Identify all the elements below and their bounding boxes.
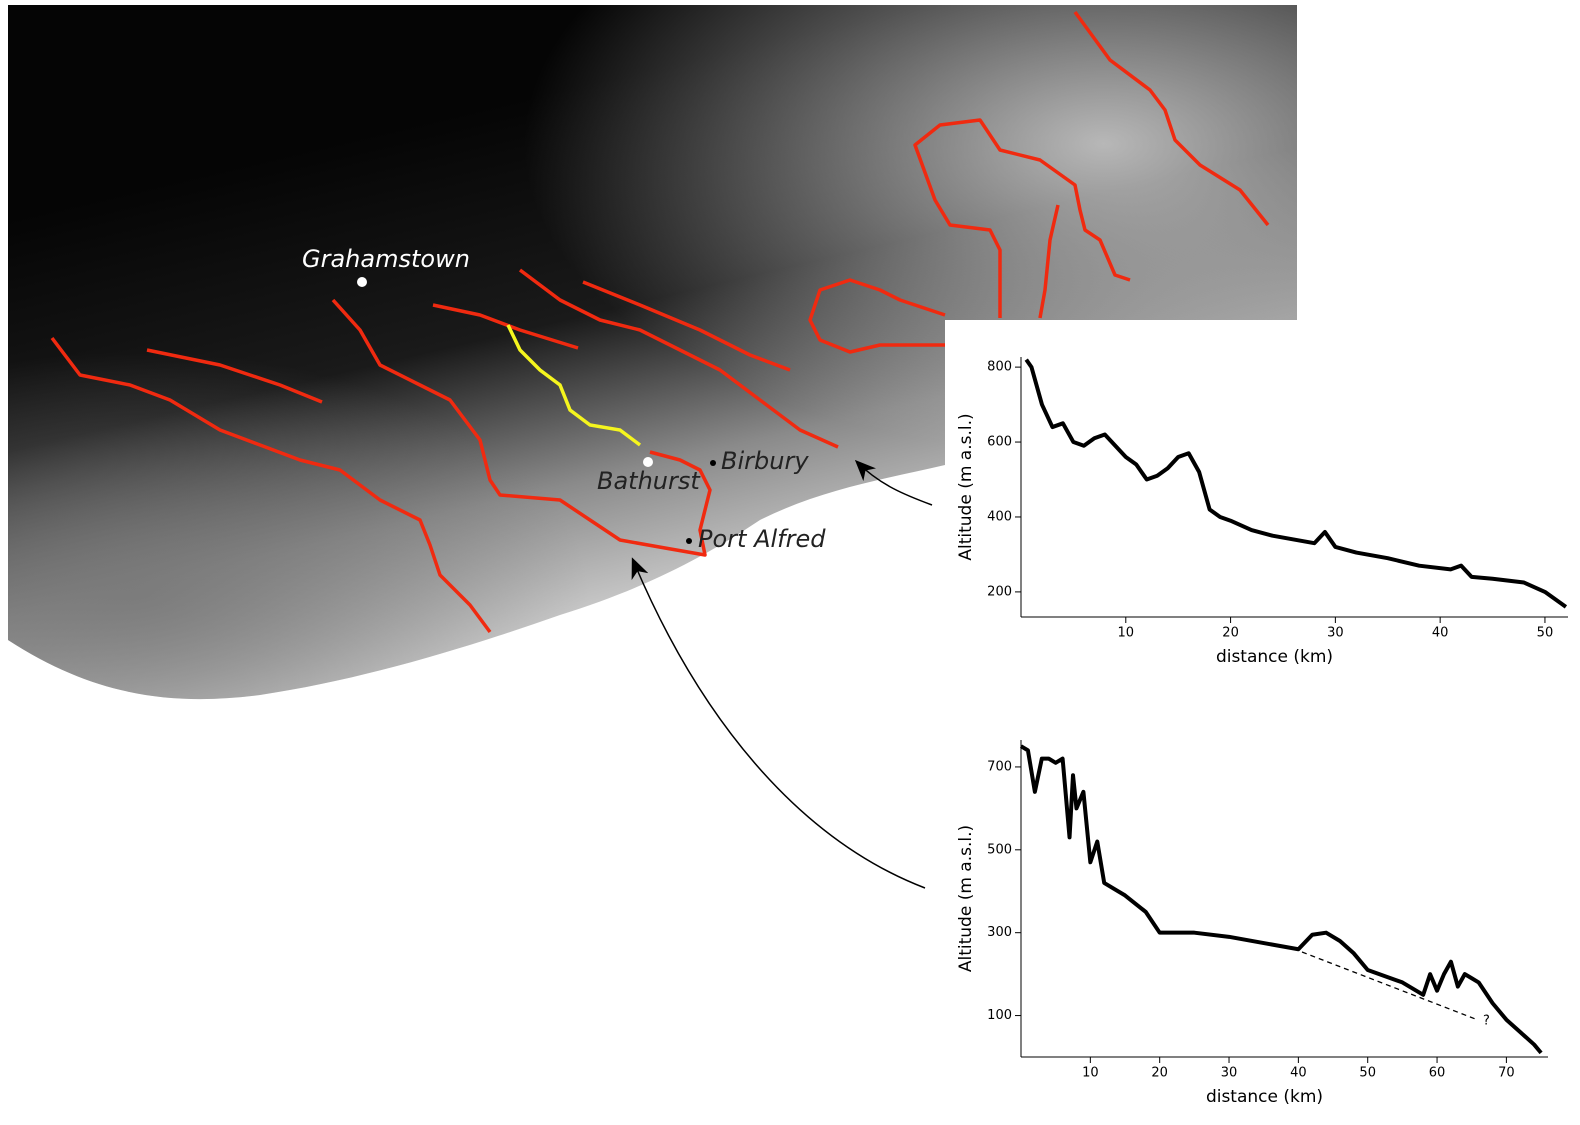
- place-label: Grahamstown: [302, 245, 470, 273]
- y-axis-title: Altitude (m a.s.l.): [956, 413, 976, 560]
- annotation: ?: [1483, 1014, 1490, 1029]
- y-tick-label: 800: [987, 360, 1012, 375]
- x-tick-label: 50: [1537, 626, 1554, 641]
- x-tick-label: 60: [1429, 1066, 1446, 1081]
- x-axis-title: distance (km): [1206, 1087, 1323, 1107]
- x-tick-label: 10: [1118, 626, 1135, 641]
- x-tick-label: 40: [1432, 626, 1449, 641]
- x-axis-title: distance (km): [1216, 647, 1333, 667]
- y-axis-title: Altitude (m a.s.l.): [956, 825, 976, 972]
- profile-line: [1021, 746, 1541, 1053]
- town-dot: [710, 460, 716, 466]
- x-tick-label: 20: [1222, 626, 1239, 641]
- y-tick-label: 300: [987, 925, 1012, 940]
- town-dot: [357, 277, 367, 287]
- y-tick-label: 500: [987, 842, 1012, 857]
- town-dot: [686, 538, 692, 544]
- x-tick-label: 50: [1359, 1066, 1376, 1081]
- y-tick-label: 700: [987, 759, 1012, 774]
- y-tick-label: 600: [987, 435, 1012, 450]
- town-dot: [643, 457, 653, 467]
- y-tick-label: 400: [987, 509, 1012, 524]
- x-tick-label: 70: [1498, 1066, 1515, 1081]
- place-label: Bathurst: [597, 467, 701, 495]
- figure: Grahamstown Bathurst Birbury Port Alfred…: [0, 0, 1580, 1125]
- y-tick-label: 200: [987, 584, 1012, 599]
- x-tick-label: 30: [1327, 626, 1344, 641]
- arrow: [633, 560, 925, 888]
- x-tick-label: 30: [1221, 1066, 1238, 1081]
- x-tick-label: 10: [1082, 1066, 1099, 1081]
- x-tick-label: 40: [1290, 1066, 1307, 1081]
- x-tick-label: 20: [1151, 1066, 1168, 1081]
- place-label: Birbury: [721, 447, 809, 475]
- y-tick-label: 100: [987, 1008, 1012, 1023]
- place-label: Port Alfred: [698, 525, 826, 553]
